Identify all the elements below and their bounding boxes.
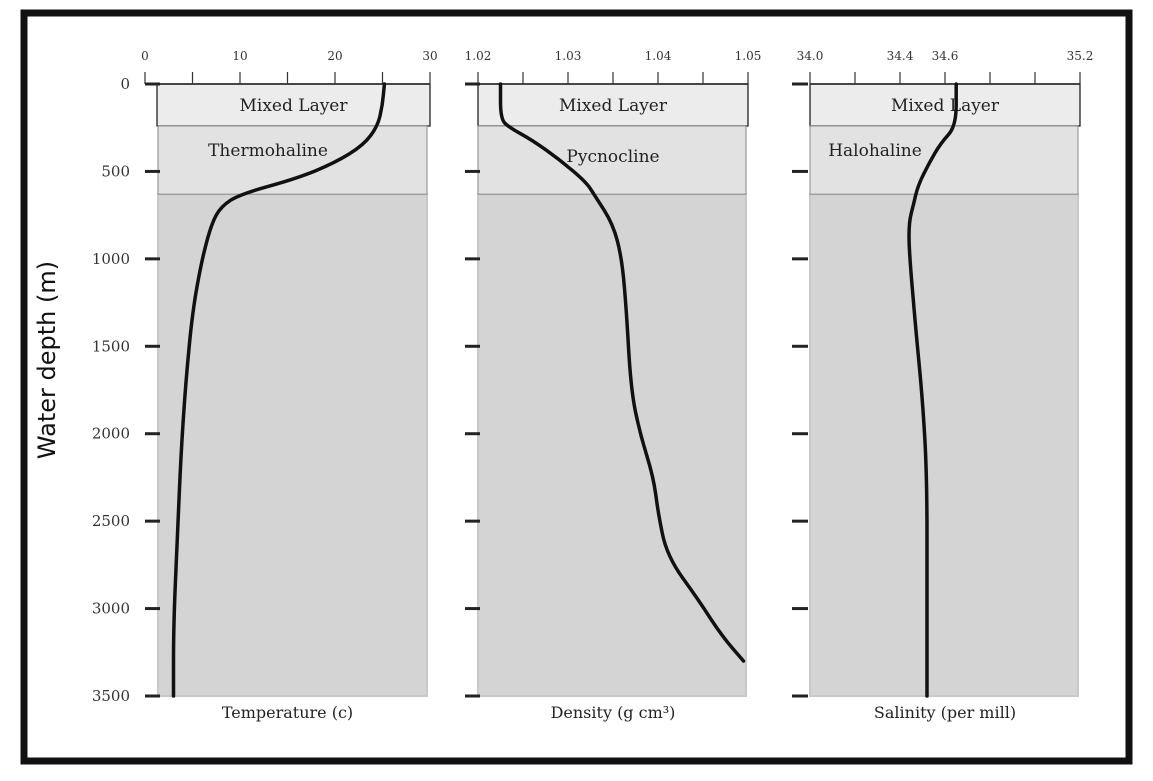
x-tick-label: 0	[141, 49, 149, 63]
band-label: Thermohaline	[208, 141, 328, 161]
mixed-layer-label: Mixed Layer	[240, 96, 349, 116]
transition-band	[477, 125, 747, 195]
depth-tick-labels: 0 500 1000 1500 2000 2500 3000 3500	[92, 75, 130, 705]
depth-tick-label: 1000	[92, 250, 130, 268]
x-tick-label: 10	[232, 49, 247, 63]
y-axis-title: Water depth (m)	[33, 261, 61, 459]
profile-panel: Mixed Layer Thermohaline 0 10 20 30 Temperatur…	[141, 49, 437, 722]
x-axis-title: Salinity (per mill)	[874, 703, 1016, 722]
depth-tick-label: 3500	[92, 687, 130, 705]
mixed-layer-label: Mixed Layer	[559, 96, 668, 116]
x-tick-label: 34.6	[932, 49, 959, 63]
x-tick-label: 1.03	[555, 49, 582, 63]
x-tick-label: 35.2	[1067, 49, 1094, 63]
mixed-layer-label: Mixed Layer	[891, 96, 1000, 116]
band-label: Pycnocline	[566, 147, 659, 167]
profile-curve	[498, 82, 746, 663]
x-tick-label: 1.04	[645, 49, 672, 63]
x-tick-label: 1.05	[735, 49, 762, 63]
x-axis-title: Temperature (c)	[222, 703, 353, 722]
transition-band	[157, 125, 428, 195]
x-tick-label: 34.4	[887, 49, 914, 63]
profile-panels: Mixed Layer Thermohaline 0 10 20 30 Temperatur…	[141, 49, 1093, 722]
x-tick-label: 34.0	[797, 49, 824, 63]
figure-frame	[20, 9, 1133, 765]
profile-curve	[907, 82, 958, 698]
deep-water-region	[477, 193, 747, 697]
mixed-layer-band	[477, 83, 749, 127]
depth-tick-label: 2000	[92, 425, 130, 443]
depth-tick-label: 500	[101, 162, 130, 180]
depth-tick-label: 0	[120, 75, 130, 93]
x-tick-label: 30	[422, 49, 437, 63]
profile-curve	[171, 82, 387, 698]
depth-tick-label: 3000	[92, 600, 130, 618]
profile-panel: Mixed Layer Pycnocline 1.02 1.03 1.04 1.05 Den…	[465, 49, 762, 722]
profile-panel: Mixed Layer Halohaline 34.0 34.4 34.6 35.2 Sal…	[792, 49, 1093, 722]
band-label: Halohaline	[828, 141, 922, 161]
x-tick-label: 20	[327, 49, 342, 63]
x-tick-label: 1.02	[465, 49, 492, 63]
depth-tick-label: 2500	[92, 512, 130, 530]
deep-water-region	[157, 193, 428, 697]
depth-tick-label: 1500	[92, 337, 130, 355]
x-axis-title: Density (g cm³)	[551, 703, 676, 722]
mixed-layer-band	[809, 83, 1081, 127]
deep-water-region	[809, 193, 1079, 697]
